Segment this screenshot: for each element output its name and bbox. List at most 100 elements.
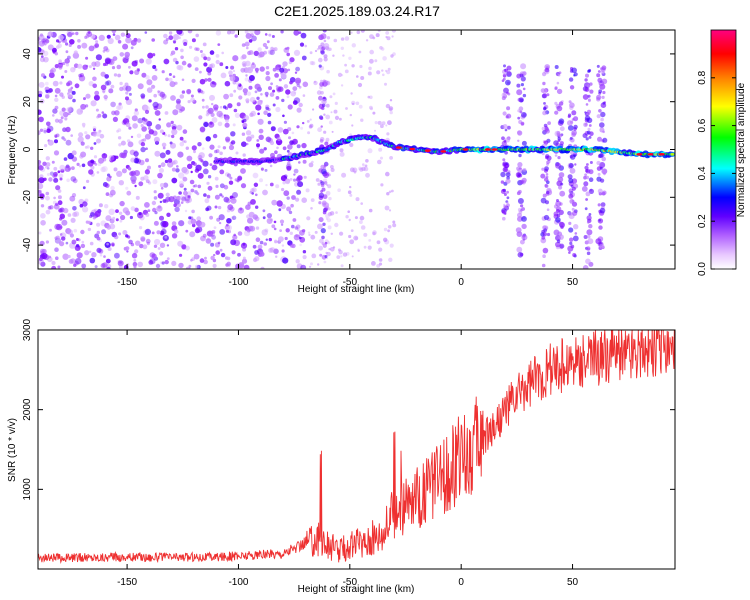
noise-point: [213, 82, 217, 86]
noise-point: [296, 107, 302, 113]
noise-point: [289, 80, 293, 85]
colorbar-gradient: [710, 29, 737, 270]
noise-point: [155, 263, 161, 269]
noise-point: [286, 95, 290, 99]
noise-point: [119, 265, 123, 269]
band-point: [321, 106, 325, 111]
noise-point: [213, 226, 217, 230]
noise-point: [71, 239, 77, 245]
noise-point: [274, 73, 279, 78]
noise-point: [223, 184, 229, 190]
noise-point: [185, 229, 189, 233]
noise-point: [84, 35, 88, 40]
noise-point: [154, 68, 158, 72]
noise-point: [222, 146, 227, 150]
noise-point: [221, 195, 224, 198]
band-point: [320, 183, 325, 188]
noise-point: [93, 44, 97, 49]
band-point: [596, 114, 601, 119]
noise-point: [104, 183, 110, 189]
noise-point: [261, 229, 268, 236]
noise-point: [223, 114, 230, 121]
noise-point: [187, 30, 193, 34]
noise-point: [198, 115, 203, 120]
noise-point: [249, 96, 256, 103]
noise-point: [153, 190, 157, 194]
noise-point: [328, 47, 332, 51]
noise-point: [39, 57, 45, 63]
noise-point: [148, 129, 154, 135]
noise-point: [219, 183, 225, 189]
noise-point: [73, 50, 78, 55]
noise-point: [141, 126, 147, 132]
noise-point: [102, 113, 108, 119]
noise-point: [168, 31, 173, 35]
noise-point: [296, 144, 301, 149]
noise-point: [347, 190, 352, 194]
noise-point: [271, 224, 276, 229]
band-point: [324, 141, 329, 146]
noise-point: [146, 241, 150, 246]
noise-point: [326, 36, 331, 40]
band-point: [585, 137, 589, 141]
noise-point: [323, 113, 326, 116]
noise-point: [171, 128, 178, 136]
noise-point: [152, 65, 157, 69]
noise-point: [38, 36, 41, 42]
noise-point: [174, 47, 179, 51]
noise-point: [374, 121, 378, 125]
band-point: [602, 137, 608, 143]
noise-point: [178, 36, 181, 39]
noise-point: [242, 122, 248, 128]
noise-point: [246, 91, 252, 96]
noise-point: [179, 136, 184, 141]
noise-point: [131, 253, 138, 259]
band-point: [556, 105, 563, 112]
noise-point: [81, 240, 85, 244]
snr-x-label: Height of straight line (km): [298, 584, 415, 595]
band-point: [583, 181, 589, 187]
snr-y-label: SNR (10 * v/v): [7, 418, 18, 482]
noise-point: [205, 105, 209, 109]
noise-point: [286, 161, 291, 166]
band-point: [585, 198, 588, 201]
band-point: [517, 116, 521, 120]
noise-point: [219, 193, 223, 197]
noise-point: [48, 255, 52, 259]
noise-point: [353, 235, 359, 241]
noise-point: [159, 251, 164, 256]
noise-point: [340, 264, 344, 268]
noise-point: [199, 127, 206, 133]
ridge-peak: [491, 148, 498, 151]
noise-point: [98, 203, 103, 208]
noise-point: [172, 57, 178, 63]
noise-point: [67, 254, 71, 259]
noise-point: [86, 31, 93, 37]
noise-point: [275, 255, 278, 258]
band-point: [586, 215, 592, 221]
noise-point: [178, 180, 185, 187]
noise-point: [67, 229, 73, 236]
noise-point: [278, 64, 282, 68]
noise-point: [388, 190, 392, 194]
noise-point: [156, 230, 161, 235]
noise-point: [45, 94, 50, 99]
noise-point: [316, 48, 320, 51]
band-point: [506, 201, 509, 205]
noise-point: [331, 130, 334, 133]
noise-point: [147, 209, 151, 213]
y-tick-label: -40: [22, 237, 33, 252]
band-point: [587, 69, 591, 73]
noise-point: [161, 70, 165, 74]
spectrogram-plot-area: [38, 30, 675, 269]
noise-point: [209, 50, 215, 55]
noise-point: [136, 133, 142, 139]
noise-point: [299, 243, 302, 247]
noise-point: [118, 143, 122, 147]
band-point: [501, 136, 505, 141]
band-point: [321, 235, 325, 240]
noise-point: [194, 228, 200, 234]
noise-point: [286, 52, 291, 57]
band-point: [601, 78, 608, 85]
noise-point: [290, 203, 294, 208]
